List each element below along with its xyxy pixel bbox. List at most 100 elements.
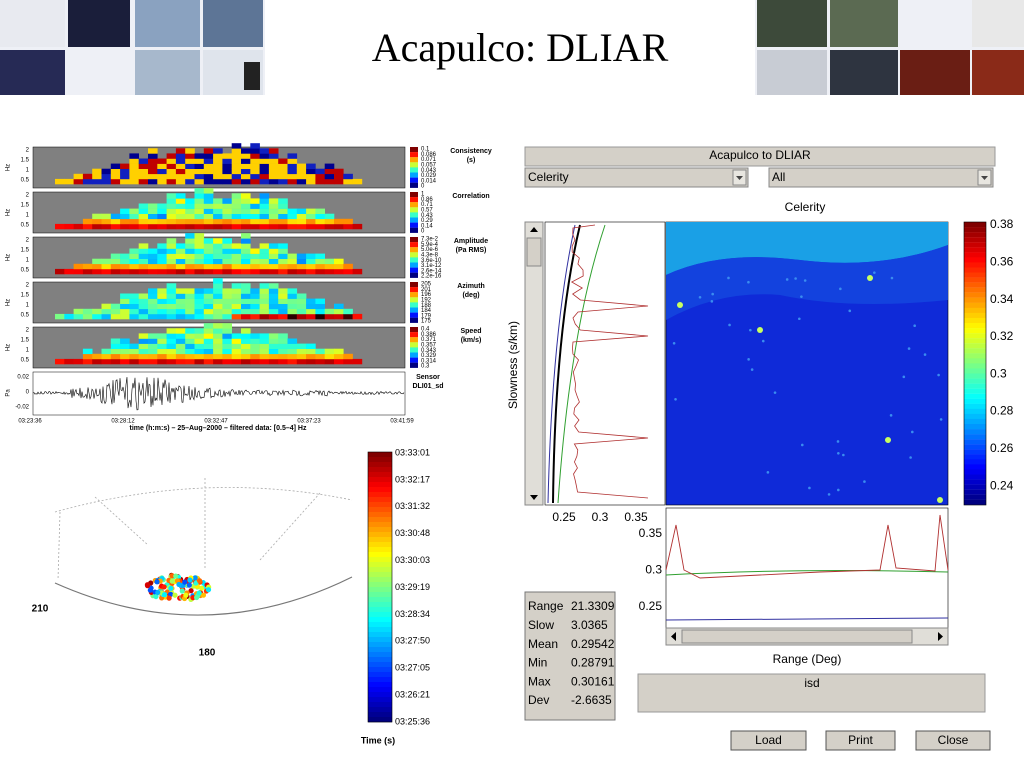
heatmap-cell [92,223,102,230]
heatmap-cell [101,168,112,175]
x-axis-label: Range (Deg) [773,652,842,666]
button-label[interactable]: Close [938,733,969,747]
heatmap-cell [194,258,205,265]
heatmap-cell [148,348,158,355]
colorbar-title: (km/s) [461,337,482,344]
heatmap-cell [166,313,177,320]
heatmap-cell [250,288,260,294]
heatmap-cell [241,168,251,175]
heatmap-cell [92,313,102,320]
heatmap-speck [798,317,801,321]
time-tick-label: 03:41:59 [390,419,414,425]
gui-window: Acapulco to DLIAR Celerity All Celerity 0.38… [506,146,1014,751]
heatmap-speck [863,480,866,483]
y-tick-label: 2 [26,328,30,334]
colorbar-segment [964,424,986,430]
heatmap-cell [110,213,121,220]
heatmap-cell [296,353,307,360]
heatmap-cell [120,313,130,320]
colorbar-segment [410,282,418,288]
heatmap-cell [175,213,186,220]
colorbar-tick-label: 0.029 [421,173,437,179]
event-dot [182,579,188,585]
dropdown[interactable] [524,167,749,188]
dropdown[interactable] [768,167,994,188]
heatmap-cell [259,303,270,310]
colorbar-segment [368,452,392,458]
colorbar-segment [368,677,392,683]
scroll-thumb[interactable] [681,629,913,644]
heatmap-cell [166,158,177,164]
heatmap-cell [222,158,232,164]
heatmap-cell [82,358,93,365]
colorbar-segment [410,307,418,313]
colorbar-tick-label: 0.086 [421,152,437,158]
heatmap-cell [306,218,316,225]
heatmap-cell [101,353,112,360]
heatmap-cell [241,148,251,154]
heatmap-speck [837,488,840,492]
heatmap-cell [185,358,195,365]
heatmap-cell [222,168,232,175]
heatmap-cell [324,213,335,220]
heatmap-cell [129,178,139,185]
heatmap-cell [148,353,158,360]
heatmap-cell [120,218,130,225]
heatmap-speck [710,300,714,303]
heatmap-cell [101,213,112,220]
colorbar-segment [964,222,986,228]
heatmap-cell [138,163,149,169]
button-label[interactable]: Load [755,733,782,747]
button[interactable] [915,730,991,751]
colorbar-segment [964,227,986,233]
heatmap-cell [175,223,186,230]
heatmap-band [666,222,948,275]
heatmap-cell [306,213,316,220]
heatmap-cell [334,268,344,275]
heatmap-cell [166,298,177,304]
stat-value: 21.3309 [571,599,615,613]
y-tick-label: 1 [26,168,30,174]
heatmap-cell [166,288,177,294]
heatmap-cell [241,233,251,239]
x-tick-label: 0.3 [592,510,609,524]
colorbar-segment [964,403,986,409]
heatmap-cell [203,263,214,270]
heatmap-cell [334,353,344,360]
dropdown-text[interactable]: Celerity [528,170,569,184]
button[interactable] [730,730,807,751]
heatmap-cell [287,298,298,304]
heatmap-cell [352,223,363,230]
heatmap-cell [129,298,139,304]
heatmap-cell [296,263,307,270]
heatmap-cell [222,303,232,310]
heatmap-cell [241,303,251,310]
heatmap-cell [148,293,158,299]
heatmap-cell [306,348,316,355]
heatmap-cell [241,258,251,265]
heatmap-cell [315,223,325,230]
dropdown-text[interactable]: All [772,170,785,184]
y-tick-label: 1 [26,213,30,219]
button[interactable] [825,730,896,751]
heatmap-cell [250,343,260,349]
heatmap-cell [324,168,335,175]
colorbar-tick-label: 0.28 [990,404,1014,418]
colorbar-tick-label: 0.32 [990,329,1014,343]
colorbar-segment [964,232,986,238]
heatmap-cell [352,358,363,365]
heatmap-cell [315,303,325,310]
colorbar-tick-label: 179 [421,313,432,319]
heatmap-cell [166,203,177,209]
heatmap-cell [138,313,149,320]
heatmap-speck [672,341,676,345]
scrollbar[interactable] [524,221,544,506]
heatmap-cell [129,353,139,360]
heatmap-speck [937,373,940,377]
button-label[interactable]: Print [848,733,873,747]
scroll-thumb[interactable] [526,237,542,267]
heatmap-cell [315,268,325,275]
heatmap-cell [296,163,307,169]
heatmap-cell [166,223,177,230]
colorbar-tick-label: 4.3e-8 [421,252,439,258]
